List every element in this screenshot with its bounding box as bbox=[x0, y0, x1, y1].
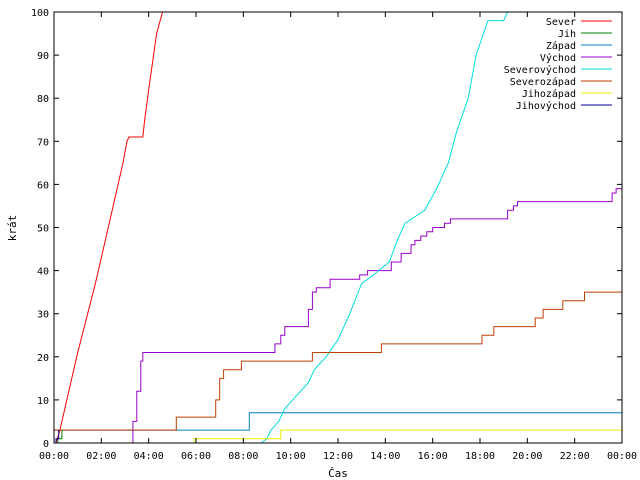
series-line-jihovychod bbox=[55, 430, 60, 443]
x-tick-label: 18:00 bbox=[465, 451, 495, 462]
x-tick-label: 06:00 bbox=[181, 451, 211, 462]
series-line-sever bbox=[55, 11, 163, 444]
y-tick-label: 60 bbox=[37, 180, 49, 191]
y-tick-label: 0 bbox=[43, 439, 49, 450]
y-tick-label: 70 bbox=[37, 137, 49, 148]
legend-label: Jih bbox=[558, 29, 576, 40]
legend-label: Sever bbox=[546, 17, 576, 28]
legend-label: Východ bbox=[540, 52, 576, 64]
x-axis-label: Čas bbox=[328, 467, 348, 480]
y-tick-label: 100 bbox=[31, 8, 49, 19]
y-tick-label: 80 bbox=[37, 94, 49, 105]
series-line-vychod bbox=[128, 180, 623, 444]
y-tick-label: 20 bbox=[37, 353, 49, 364]
y-tick-label: 30 bbox=[37, 310, 49, 321]
x-tick-label: 08:00 bbox=[228, 451, 258, 462]
x-tick-label: 16:00 bbox=[418, 451, 448, 462]
x-tick-label: 02:00 bbox=[86, 451, 116, 462]
y-tick-label: 50 bbox=[37, 224, 49, 235]
x-tick-label: 20:00 bbox=[512, 451, 542, 462]
x-tick-label: 00:00 bbox=[39, 451, 69, 462]
y-tick-label: 40 bbox=[37, 267, 49, 278]
y-tick-label: 10 bbox=[37, 396, 49, 407]
series-layer bbox=[54, 11, 623, 444]
series-line-severovychod bbox=[260, 11, 509, 444]
x-tick-label: 14:00 bbox=[370, 451, 400, 462]
x-tick-label: 04:00 bbox=[134, 451, 164, 462]
series-line-jih bbox=[57, 430, 63, 443]
legend: SeverJihZápadVýchodSeverovýchodSeverozáp… bbox=[504, 17, 612, 112]
legend-label: Jihozápad bbox=[522, 88, 576, 100]
ticks-layer: 00:00 02:00 04:00 06:00 08:00 10:00 12:00 14:00… bbox=[31, 8, 637, 462]
x-tick-label: 22:00 bbox=[560, 451, 590, 462]
legend-label: Jihovýchod bbox=[516, 100, 576, 112]
y-tick-label: 90 bbox=[37, 51, 49, 62]
x-tick-label: 10:00 bbox=[276, 451, 306, 462]
legend-label: Severovýchod bbox=[504, 64, 576, 76]
series-line-severozapad bbox=[54, 291, 622, 431]
y-axis-label: krát bbox=[6, 215, 19, 242]
x-tick-label: 00:00 bbox=[607, 451, 637, 462]
x-tick-label: 12:00 bbox=[323, 451, 353, 462]
legend-label: Severozápad bbox=[510, 76, 576, 88]
legend-label: Západ bbox=[546, 40, 576, 52]
